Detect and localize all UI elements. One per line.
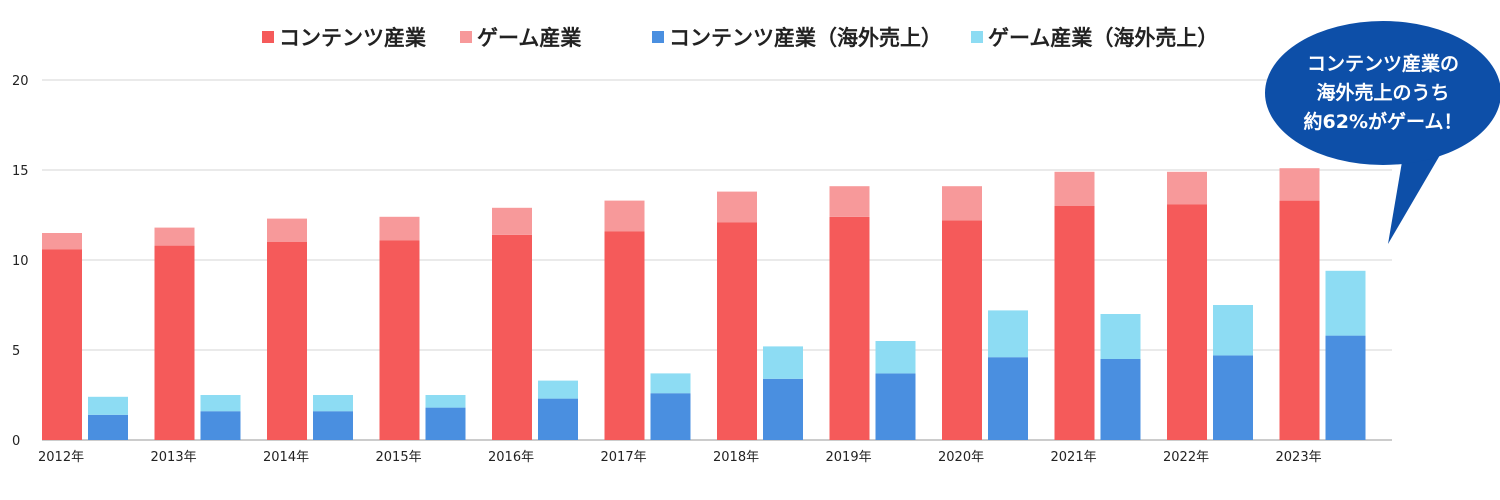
- bar-domestic-1: [1054, 171, 1095, 206]
- x-tick-label: 2017年: [601, 450, 647, 465]
- y-axis-tick-labels: 0 5 10 15 20: [12, 74, 29, 449]
- x-tick-label: 2013年: [151, 450, 197, 465]
- x-tick-label: 2012年: [38, 450, 84, 465]
- bar-overseas-1: [1325, 270, 1366, 336]
- bar-overseas-0: [88, 414, 128, 440]
- x-tick-label: 2022年: [1163, 450, 1209, 465]
- x-tick-label: 2021年: [1051, 450, 1097, 465]
- bar-overseas-1: [763, 346, 803, 379]
- legend-label: ゲーム産業（海外売上）: [988, 26, 1218, 50]
- bar-overseas-0: [988, 357, 1028, 440]
- legend-swatch: [971, 31, 983, 43]
- bar-domestic-1: [604, 200, 645, 232]
- bar-overseas-1: [650, 373, 691, 394]
- legend-swatch: [262, 31, 274, 43]
- bar-overseas-0: [425, 407, 466, 440]
- bar-overseas-0: [1325, 335, 1366, 440]
- bar-domestic-1: [1279, 168, 1320, 201]
- callout-text-line: コンテンツ産業の: [1307, 52, 1459, 75]
- bars: [42, 168, 1366, 440]
- bar-overseas-1: [1213, 305, 1253, 356]
- bar-domestic-0: [154, 245, 195, 440]
- y-tick-label: 0: [12, 434, 20, 449]
- bar-overseas-1: [988, 310, 1028, 358]
- bar-overseas-1: [425, 395, 466, 408]
- bar-overseas-1: [88, 396, 128, 415]
- legend: コンテンツ産業 ゲーム産業 コンテンツ産業（海外売上） ゲーム産業（海外売上）: [262, 26, 1218, 50]
- bar-domestic-1: [379, 216, 420, 241]
- y-tick-label: 15: [12, 164, 29, 179]
- bar-domestic-0: [42, 249, 82, 440]
- bar-domestic-0: [492, 234, 532, 440]
- bar-overseas-1: [538, 380, 578, 399]
- x-axis-tick-labels: 2012年 2013年 2014年 2015年 2016年 2017年 2018年 2019年…: [38, 450, 1322, 465]
- bar-domestic-1: [42, 233, 82, 250]
- bar-domestic-1: [717, 191, 757, 223]
- bar-domestic-1: [829, 186, 870, 217]
- bar-overseas-1: [200, 395, 241, 412]
- bar-domestic-1: [492, 207, 532, 235]
- bar-overseas-0: [538, 398, 578, 440]
- bar-overseas-0: [763, 378, 803, 440]
- x-tick-label: 2016年: [488, 450, 534, 465]
- x-tick-label: 2023年: [1276, 450, 1322, 465]
- x-tick-label: 2018年: [713, 450, 759, 465]
- bar-domestic-0: [1054, 206, 1095, 440]
- bar-domestic-1: [942, 186, 982, 221]
- callout-text-line: 海外売上のうち: [1316, 81, 1449, 104]
- bar-domestic-0: [829, 216, 870, 440]
- legend-label: ゲーム産業: [477, 26, 582, 50]
- bar-domestic-0: [1279, 200, 1320, 440]
- bar-overseas-0: [650, 393, 691, 440]
- bar-domestic-1: [1167, 171, 1207, 205]
- bar-domestic-1: [267, 218, 307, 242]
- legend-label: コンテンツ産業（海外売上）: [669, 26, 942, 50]
- bar-overseas-1: [1100, 314, 1141, 359]
- y-tick-label: 10: [12, 254, 29, 269]
- callout-text-line: 約62%がゲーム！: [1304, 110, 1463, 133]
- x-tick-label: 2020年: [938, 450, 984, 465]
- bar-overseas-0: [200, 411, 241, 440]
- bar-overseas-1: [313, 395, 353, 412]
- bar-overseas-0: [313, 411, 353, 440]
- x-tick-label: 2015年: [376, 450, 422, 465]
- callout-pointer: [1388, 150, 1440, 244]
- bar-domestic-0: [717, 222, 757, 440]
- bar-domestic-0: [1167, 204, 1207, 440]
- legend-swatch: [652, 31, 664, 43]
- bar-overseas-0: [1213, 355, 1253, 440]
- bar-domestic-0: [379, 240, 420, 440]
- bar-domestic-0: [942, 220, 982, 440]
- bar-domestic-0: [604, 231, 645, 440]
- callout-ellipse: [1265, 21, 1500, 165]
- x-tick-label: 2014年: [263, 450, 309, 465]
- legend-label: コンテンツ産業: [279, 26, 427, 50]
- x-tick-label: 2019年: [826, 450, 872, 465]
- bar-overseas-1: [875, 341, 916, 374]
- bar-domestic-0: [267, 242, 307, 440]
- y-tick-label: 20: [12, 74, 29, 89]
- legend-swatch: [460, 31, 472, 43]
- bar-domestic-1: [154, 227, 195, 246]
- y-tick-label: 5: [12, 344, 20, 359]
- bar-overseas-0: [875, 373, 916, 440]
- bar-overseas-0: [1100, 359, 1141, 440]
